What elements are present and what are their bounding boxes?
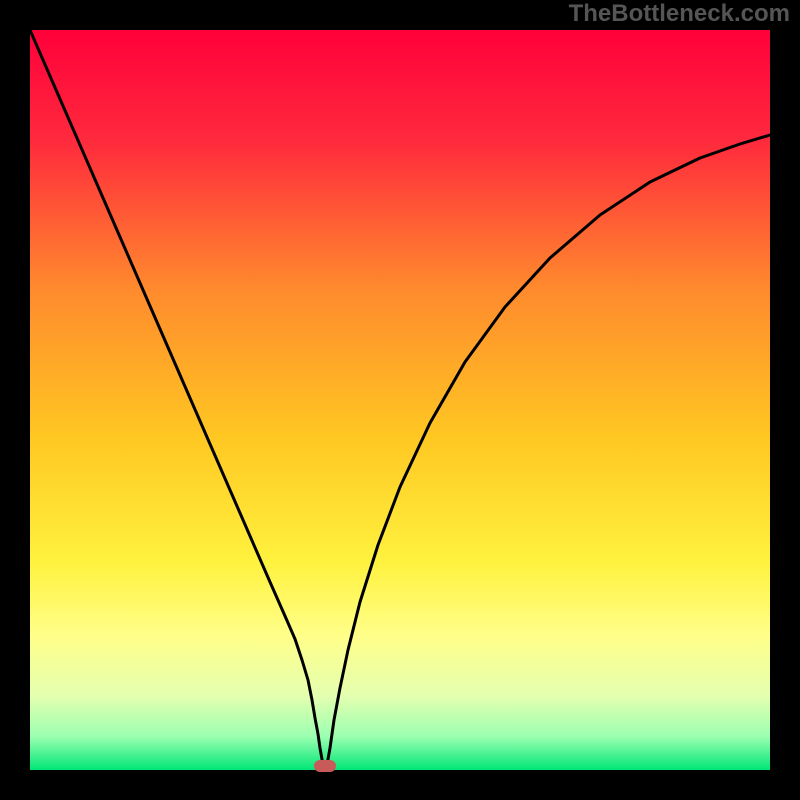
chart-frame: TheBottleneck.com [0,0,800,800]
watermark-text: TheBottleneck.com [569,0,790,28]
bottleneck-curve [30,30,770,769]
optimum-marker [314,760,336,772]
bottleneck-curve-svg [30,30,770,770]
plot-area [30,30,770,770]
